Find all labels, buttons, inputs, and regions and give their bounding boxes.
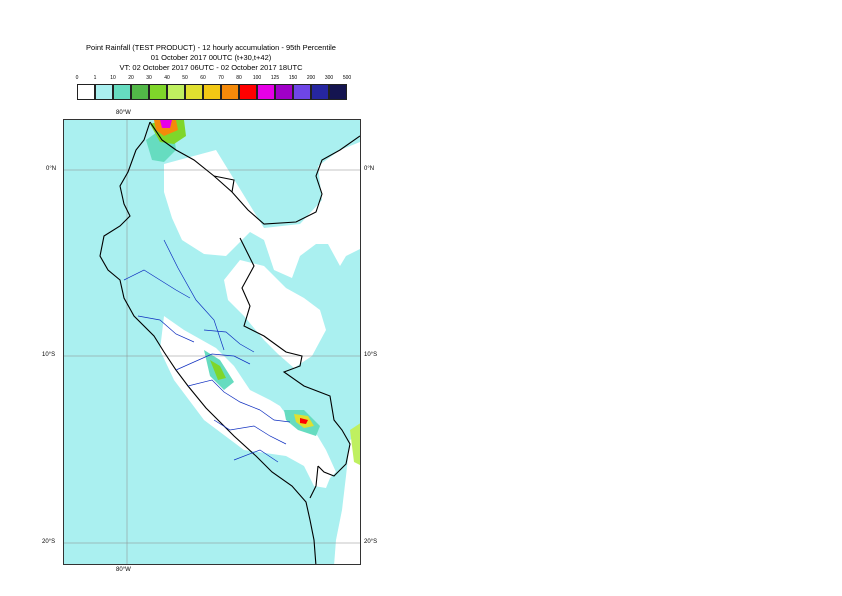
graticule <box>64 120 360 564</box>
colorbar-swatch <box>311 84 329 100</box>
dry-land-area <box>164 142 360 278</box>
rainfall-map-svg <box>64 120 360 564</box>
colorbar-swatch <box>203 84 221 100</box>
admin-boundaries <box>123 239 291 463</box>
country-borders <box>99 121 360 564</box>
lon-label-top: 80°W <box>116 110 131 116</box>
map-title: Point Rainfall (TEST PRODUCT) - 12 hourl… <box>86 43 336 52</box>
lat-label-right-10: 10°S <box>364 352 378 358</box>
lat-label-right-20: 20°S <box>364 539 378 545</box>
colorbar-tick-label: 70 <box>218 75 224 81</box>
colorbar-swatch <box>95 84 113 100</box>
colorbar-tick-label: 60 <box>200 75 206 81</box>
lat-label-left-20: 20°S <box>42 539 56 545</box>
colorbar-tick-label: 20 <box>128 75 134 81</box>
dry-land-east <box>334 431 360 564</box>
colorbar-swatch <box>329 84 347 100</box>
colorbar-swatch <box>239 84 257 100</box>
rain-patch-southeast <box>350 423 360 465</box>
dry-land-amazon <box>224 260 326 368</box>
colorbar-tick-label: 10 <box>110 75 116 81</box>
colorbar-swatch <box>149 84 167 100</box>
colorbar-swatch <box>167 84 185 100</box>
dry-land-south <box>160 316 336 488</box>
map-frame: 0°N <box>63 119 361 565</box>
colorbar-tick-label: 50 <box>182 75 188 81</box>
colorbar-tick-label: 80 <box>236 75 242 81</box>
colorbar-tick-label: 500 <box>342 75 352 81</box>
rain-patch-north-extreme <box>160 120 172 128</box>
colorbar-swatch <box>293 84 311 100</box>
colorbar-tick-label: 100 <box>252 75 262 81</box>
colorbar-swatch <box>221 84 239 100</box>
colorbar-tick-label: 0 <box>75 75 79 81</box>
lat-label-left-10: 10°S <box>42 352 56 358</box>
lat-label-left-0: 0°N <box>46 166 57 172</box>
colorbar-swatch <box>113 84 131 100</box>
colorbar-swatch <box>77 84 95 100</box>
colorbar-swatch <box>257 84 275 100</box>
colorbar-tick-label: 40 <box>164 75 170 81</box>
colorbar-tick-label: 30 <box>146 75 152 81</box>
colorbar-tick-label: 1 <box>93 75 97 81</box>
rain-patch-central-core <box>210 360 226 380</box>
rain-patch-south-heavy <box>300 418 308 424</box>
lat-label-right-0: 0°N <box>364 166 375 172</box>
colorbar-tick-label: 300 <box>324 75 334 81</box>
colorbar-tick-label: 125 <box>270 75 280 81</box>
lon-label-bottom: 80°W <box>116 567 131 573</box>
base-time-label: 01 October 2017 00UTC (t+30,t+42) <box>150 53 272 62</box>
colorbar-tick-label: 200 <box>306 75 316 81</box>
colorbar-swatch <box>131 84 149 100</box>
colorbar-swatch <box>275 84 293 100</box>
colorbar-tick-label: 150 <box>288 75 298 81</box>
colorbar-swatch <box>185 84 203 100</box>
valid-time-label: VT: 02 October 2017 06UTC - 02 October 2… <box>119 63 303 72</box>
